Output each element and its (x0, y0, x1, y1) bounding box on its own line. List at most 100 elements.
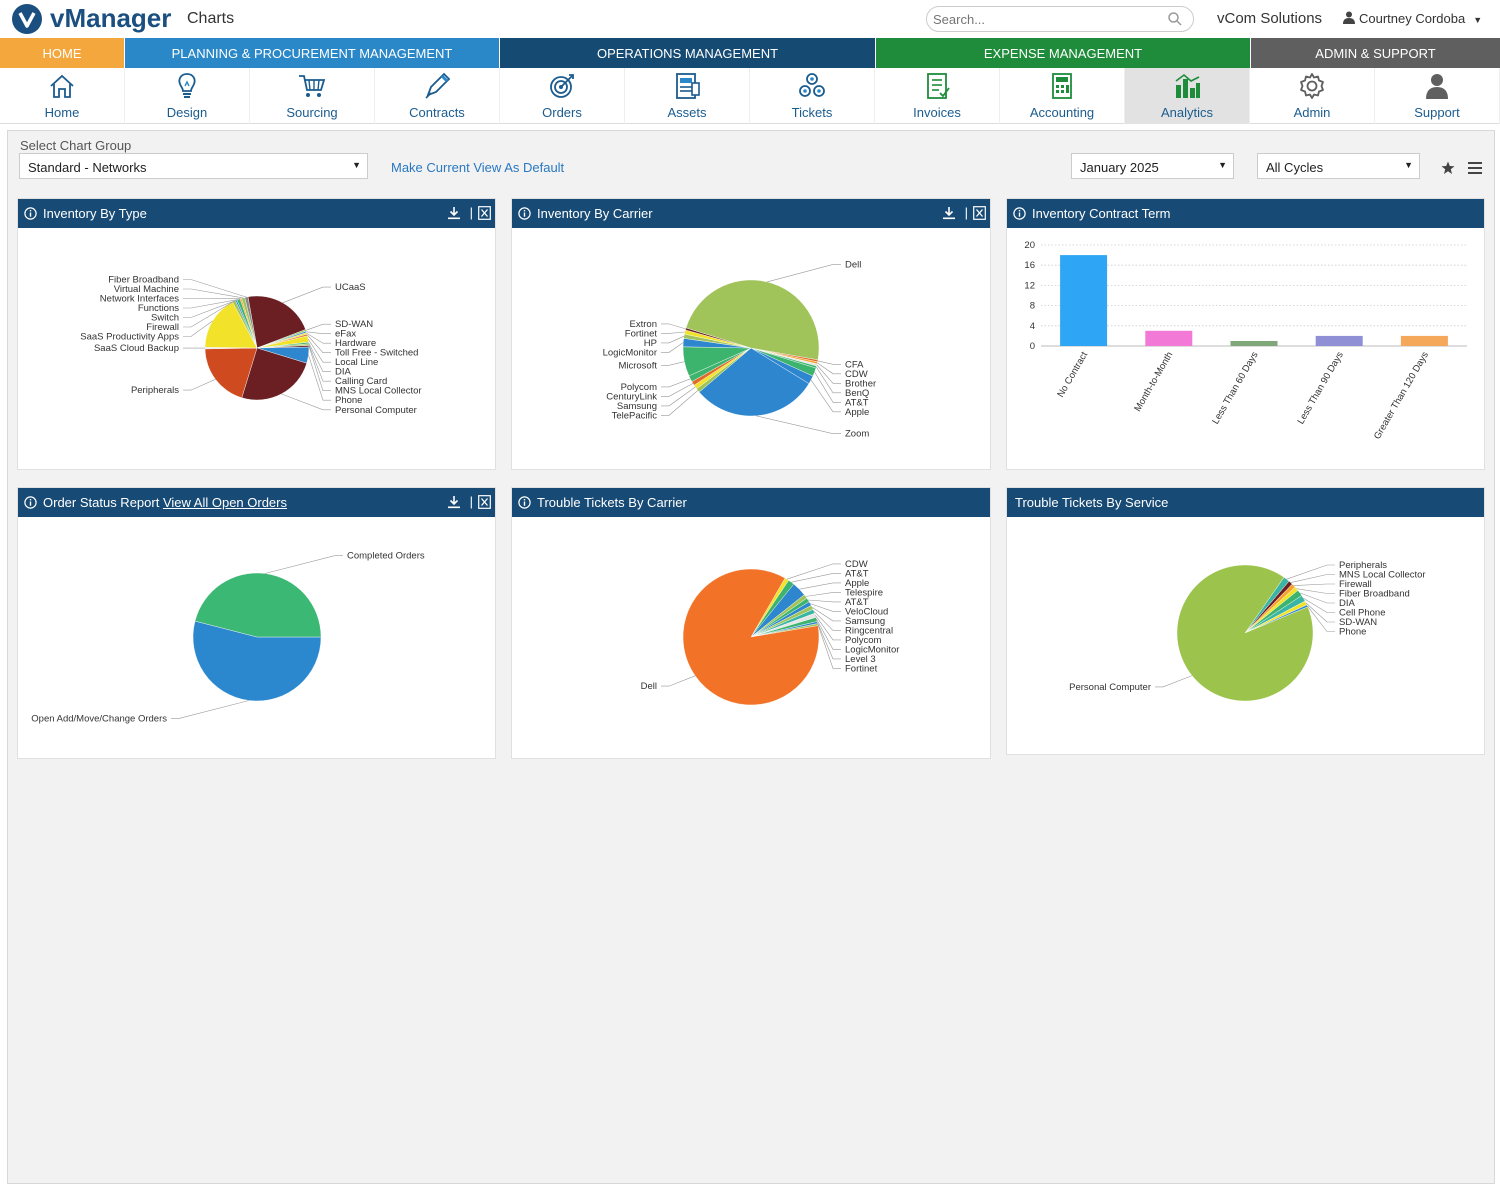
pie-label-completed-orders: Completed Orders (347, 551, 425, 562)
chart-group-select[interactable]: Standard - Networks ▼ (19, 153, 368, 179)
pie-label-connector (308, 346, 331, 391)
pie-label-connector (661, 342, 684, 353)
pie-label-connector (817, 622, 841, 660)
month-select[interactable]: January 2025 ▼ (1071, 153, 1234, 179)
pie-label-virtual-machine: Virtual Machine (114, 284, 179, 295)
order-status-panel: Order Status Report View All Open Orders… (17, 487, 496, 759)
pie-label-dell: Dell (641, 681, 657, 692)
pie-label-brother: Brother (845, 378, 876, 389)
pie-label-zoom: Zoom (845, 429, 869, 440)
module-tickets[interactable]: Tickets (750, 68, 875, 124)
excel-export-icon[interactable] (478, 495, 491, 509)
category-tab-home[interactable]: Home (0, 38, 124, 68)
pie-label-connector (1296, 588, 1335, 594)
pie-label-personal-computer: Personal Computer (335, 405, 417, 416)
pie-label-connector (805, 592, 841, 597)
pie-label-connector (1299, 592, 1335, 604)
bar-no-contract[interactable] (1060, 255, 1108, 346)
module-analytics[interactable]: Analytics (1125, 68, 1250, 124)
download-icon[interactable] (447, 206, 461, 220)
pie-label-connector (308, 342, 331, 372)
module-label: Contracts (409, 105, 465, 120)
panel-header: Inventory Contract Term (1007, 199, 1484, 228)
menu-icon[interactable] (1468, 161, 1482, 175)
module-support[interactable]: Support (1375, 68, 1500, 124)
chevron-down-icon: ▼ (1218, 160, 1227, 170)
category-tab-admin-support[interactable]: Admin & Support (1250, 38, 1500, 68)
search-icon[interactable] (1167, 11, 1183, 27)
module-accounting[interactable]: Accounting (1000, 68, 1125, 124)
pie-slice-zoom[interactable] (698, 347, 810, 417)
module-invoices[interactable]: Invoices (875, 68, 1000, 124)
view-open-orders-link[interactable]: View All Open Orders (162, 495, 287, 510)
star-icon[interactable] (1441, 161, 1455, 175)
chart-group-value: Standard - Networks (28, 160, 147, 175)
pie-label-connector (661, 335, 685, 344)
pie-label-ucaas: UCaaS (335, 282, 366, 293)
pie-label-connector (817, 362, 841, 375)
download-icon[interactable] (447, 495, 461, 509)
module-label: Design (166, 105, 208, 120)
pie-slice-ucaas[interactable] (247, 295, 306, 349)
pie-label-connector (814, 371, 841, 403)
logo-text[interactable]: vManager (50, 3, 172, 33)
module-admin[interactable]: Admin (1250, 68, 1375, 124)
pie-slice-peripherals[interactable] (204, 347, 258, 398)
search-input[interactable] (933, 7, 1163, 31)
category-tab-planning-procurement-management[interactable]: Planning & Procurement Management (124, 38, 499, 68)
vmanager-logo-icon[interactable] (12, 4, 42, 34)
bar-month-to-month[interactable] (1145, 330, 1193, 346)
excel-export-icon[interactable] (478, 206, 491, 220)
pen-icon (425, 72, 451, 99)
module-contracts[interactable]: Contracts (375, 68, 500, 124)
info-icon[interactable] (1013, 207, 1026, 220)
pie-label-connector (810, 603, 841, 612)
bar-less-than-90-days[interactable] (1315, 335, 1363, 346)
pie-label-connector (817, 624, 841, 669)
category-tab-operations-management[interactable]: Operations Management (499, 38, 875, 68)
pie-label-switch: Switch (151, 313, 179, 324)
pie-slice-open-add-move-change-orders[interactable] (192, 620, 322, 702)
pie-label-sd-wan: SD-WAN (335, 319, 373, 330)
chevron-down-icon: ▼ (1404, 160, 1413, 170)
download-icon[interactable] (942, 206, 956, 220)
excel-export-icon[interactable] (973, 206, 986, 220)
pie-label-connector (183, 288, 244, 299)
user-name: Courtney Cordoba (1359, 11, 1466, 26)
module-home[interactable]: Home (0, 68, 125, 124)
info-icon[interactable] (24, 207, 37, 220)
panel-title: Trouble Tickets By Service (1015, 495, 1169, 510)
bar-less-than-60-days[interactable] (1230, 341, 1278, 346)
pie-slice-personal-computer[interactable] (1176, 564, 1314, 702)
pie-label-samsung: Samsung (617, 401, 657, 412)
pie-label-saas-productivity-apps: SaaS Productivity Apps (80, 332, 179, 343)
module-orders[interactable]: Orders (500, 68, 625, 124)
pie-label-connector (1307, 605, 1335, 632)
cycle-select[interactable]: All Cycles ▼ (1257, 153, 1420, 179)
info-icon[interactable] (24, 496, 37, 509)
module-assets[interactable]: Assets (625, 68, 750, 124)
pie-label-fiber-broadband: Fiber Broadband (1339, 589, 1410, 600)
info-icon[interactable] (518, 496, 531, 509)
category-tab-expense-management[interactable]: Expense Management (875, 38, 1250, 68)
make-default-link[interactable]: Make Current View As Default (391, 160, 565, 175)
panel-header: Trouble Tickets By Service (1007, 488, 1484, 517)
module-label: Tickets (791, 105, 833, 120)
pie-label-personal-computer: Personal Computer (1069, 682, 1151, 693)
pie-label-toll-free-switched: Toll Free - Switched (335, 348, 418, 359)
user-menu[interactable]: Courtney Cordoba ▼ (1343, 11, 1482, 26)
pie-label-cfa: CFA (845, 359, 864, 370)
pie-label-connector (816, 619, 841, 650)
module-design[interactable]: Design (125, 68, 250, 124)
search-box[interactable] (926, 6, 1194, 32)
info-icon[interactable] (518, 207, 531, 220)
pie-label-peripherals: Peripherals (131, 385, 179, 396)
pie-label-fortinet: Fortinet (845, 663, 878, 674)
bar-greater-than-120-days[interactable] (1400, 335, 1448, 346)
module-label: Sourcing (286, 105, 338, 120)
category-nav: Home Planning & Procurement Management Ope… (0, 38, 1500, 68)
module-nav: Home Design Sourcing Contracts Orders Assets T… (0, 68, 1500, 124)
module-sourcing[interactable]: Sourcing (250, 68, 375, 124)
x-tick-label: Greater Than 120 Days (1372, 350, 1431, 442)
